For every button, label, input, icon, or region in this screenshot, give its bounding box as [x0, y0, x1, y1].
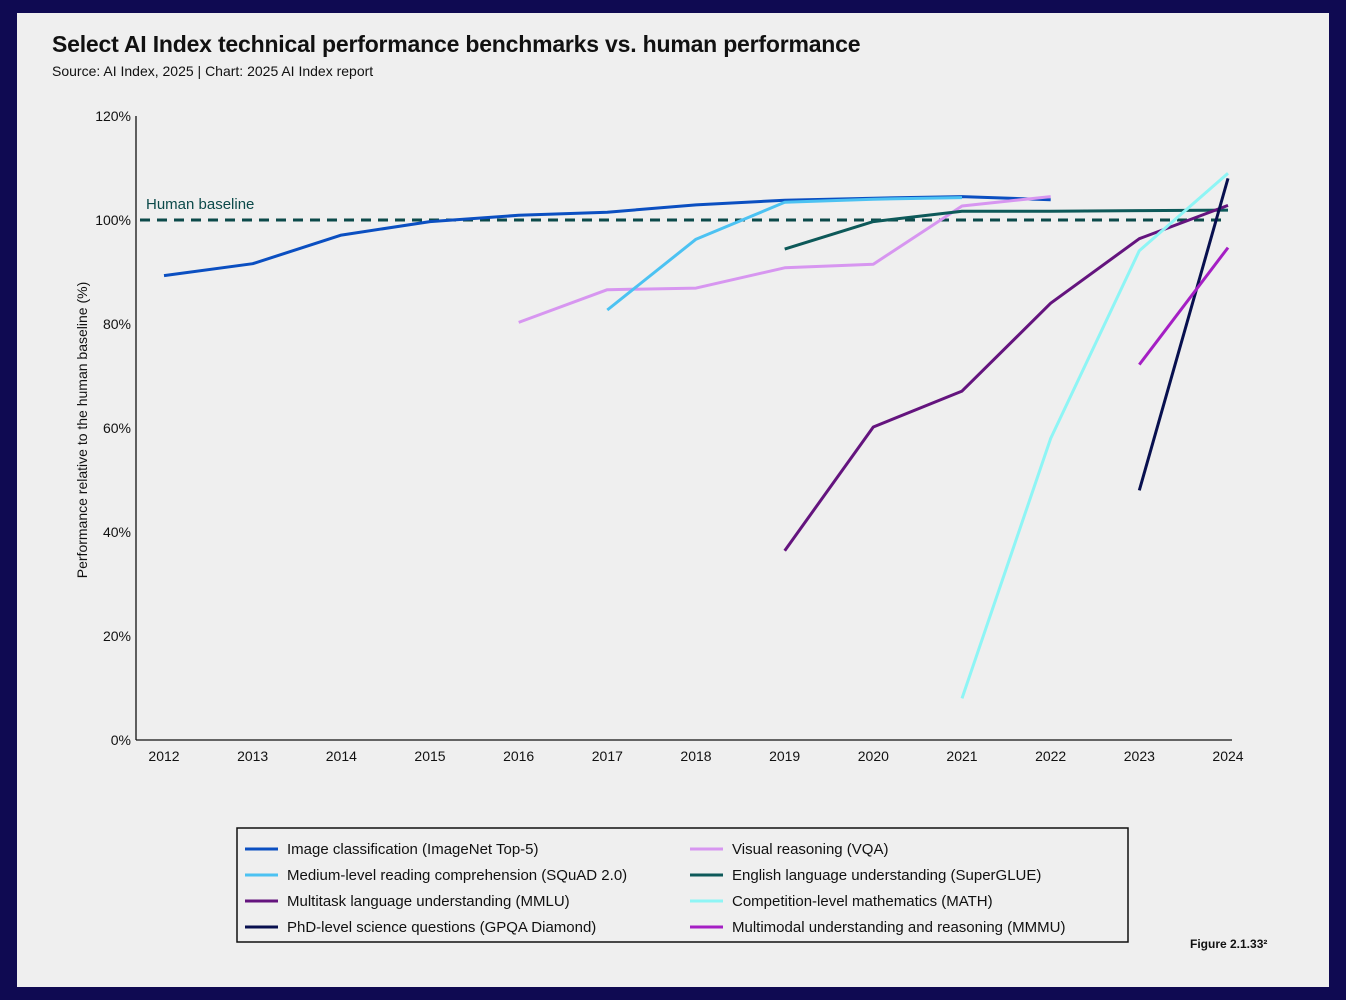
chart-axes: 0% 20% 40% 60% 80% 100% 120% 2012 2013 2014 2015 20… [74, 108, 1244, 764]
chart-source: Source: AI Index, 2025 | Chart: 2025 AI … [52, 63, 374, 79]
x-tick-label: 2024 [1212, 748, 1243, 764]
x-tick-label: 2023 [1124, 748, 1155, 764]
y-tick-label: 80% [103, 316, 131, 332]
x-tick-label: 2016 [503, 748, 534, 764]
x-tick-label: 2015 [414, 748, 445, 764]
x-tick-label: 2012 [148, 748, 179, 764]
legend-label: Medium-level reading comprehension (SQuA… [287, 867, 627, 884]
y-tick-label: 60% [103, 420, 131, 436]
x-tick-label: 2018 [680, 748, 711, 764]
human-baseline: Human baseline [140, 196, 1228, 222]
chart-panel [17, 13, 1329, 987]
legend-label: English language understanding (SuperGLU… [732, 867, 1041, 884]
legend-label: Image classification (ImageNet Top-5) [287, 841, 539, 858]
y-tick-label: 40% [103, 524, 131, 540]
x-tick-label: 2022 [1035, 748, 1066, 764]
chart-title: Select AI Index technical performance be… [52, 31, 861, 57]
legend-label: Visual reasoning (VQA) [732, 841, 888, 858]
figure-label: Figure 2.1.33² [1190, 937, 1268, 951]
legend-label: Multimodal understanding and reasoning (… [732, 919, 1066, 936]
y-tick-label: 0% [111, 732, 131, 748]
series-line-8 [1138, 246, 1230, 366]
legend-label: Competition-level mathematics (MATH) [732, 893, 993, 910]
y-axis-label: Performance relative to the human baseli… [74, 282, 90, 578]
y-tick-label: 120% [95, 108, 131, 124]
series-line-5 [783, 203, 1229, 552]
series-line-7 [1137, 177, 1230, 491]
x-tick-label: 2014 [326, 748, 357, 764]
x-tick-label: 2017 [592, 748, 623, 764]
y-tick-label: 100% [95, 212, 131, 228]
legend-box [236, 827, 1129, 943]
baseline-label: Human baseline [146, 196, 254, 213]
legend-label: PhD-level science questions (GPQA Diamon… [287, 919, 596, 936]
chart-series [163, 172, 1230, 699]
x-tick-label: 2019 [769, 748, 800, 764]
x-tick-label: 2021 [946, 748, 977, 764]
series-line-3 [606, 196, 963, 312]
series-line-6 [960, 172, 1229, 699]
y-tick-label: 20% [103, 628, 131, 644]
chart-legend: Image classification (ImageNet Top-5) Vis… [236, 827, 1129, 943]
legend-label: Multitask language understanding (MMLU) [287, 893, 570, 910]
x-tick-label: 2013 [237, 748, 268, 764]
series-line-2 [518, 195, 1051, 324]
x-tick-label: 2020 [858, 748, 889, 764]
series-line-4 [784, 208, 1229, 251]
